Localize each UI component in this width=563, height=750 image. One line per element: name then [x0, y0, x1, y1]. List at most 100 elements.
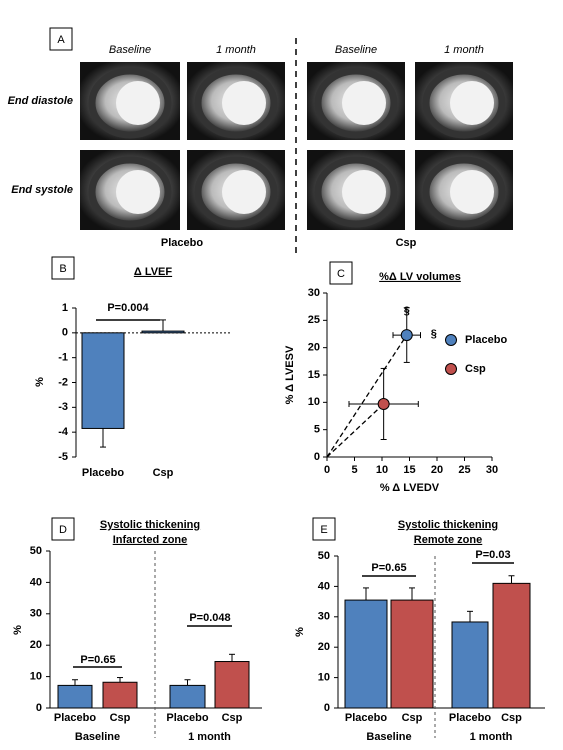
x-tick-label: 5 [351, 464, 357, 476]
panel-label: D [59, 524, 67, 536]
y-tick-label: 0 [324, 702, 330, 714]
x-tick-label: 20 [431, 464, 443, 476]
column-label: 1 month [444, 44, 484, 56]
bar [81, 332, 125, 429]
bar [344, 599, 388, 709]
column-label: 1 month [216, 44, 256, 56]
mri-cavity [116, 170, 160, 214]
mri-ring [422, 67, 506, 139]
chart-title: Δ LVEF [134, 266, 173, 278]
mri-cavity [450, 170, 494, 214]
panel-label: E [320, 524, 327, 536]
y-tick-label: 0 [36, 702, 42, 714]
y-tick-label: 10 [308, 396, 320, 408]
trend-line [326, 403, 385, 458]
p-value: P=0.65 [371, 562, 406, 574]
bar [390, 599, 434, 709]
mri-ring [88, 67, 172, 139]
mri-cavity [222, 170, 266, 214]
y-tick-label: 30 [308, 287, 320, 299]
bar [169, 684, 206, 709]
p-value: P=0.03 [475, 549, 510, 561]
series-label: Placebo [345, 712, 387, 724]
chart-subtitle: Infarcted zone [113, 534, 188, 546]
y-tick-label: 20 [30, 639, 42, 651]
y-tick-label: -1 [58, 352, 68, 364]
y-axis-label: % [34, 377, 46, 387]
x-tick-label: 0 [324, 464, 330, 476]
y-tick-label: 5 [314, 424, 320, 436]
legend-marker [445, 363, 457, 375]
y-tick-label: 25 [308, 314, 320, 326]
legend-label: Csp [465, 363, 486, 375]
trend-line [326, 334, 408, 458]
series-label: Placebo [54, 712, 96, 724]
y-tick-label: -2 [58, 376, 68, 388]
chart-title: Systolic thickening [398, 519, 498, 531]
bar [102, 681, 138, 709]
group-label: Placebo [161, 237, 203, 249]
y-axis-label: % [294, 627, 306, 637]
x-tick-label: 10 [376, 464, 388, 476]
bar [492, 582, 531, 709]
category-label: Baseline [75, 731, 120, 743]
y-tick-label: 20 [318, 641, 330, 653]
mri-ring [314, 156, 398, 228]
y-axis-label: % [12, 625, 24, 635]
y-tick-label: -4 [58, 426, 69, 438]
y-tick-label: -3 [58, 401, 68, 413]
bar [141, 330, 185, 334]
panel-label: C [337, 268, 345, 280]
mri-ring [194, 67, 278, 139]
point [400, 329, 413, 342]
mri-ring [422, 156, 506, 228]
x-axis-label: % Δ LVEDV [380, 482, 440, 494]
panel-label: B [59, 263, 66, 275]
bar [214, 661, 250, 709]
category-label: Placebo [82, 467, 124, 479]
group-label: Csp [396, 237, 417, 249]
point [377, 397, 390, 410]
series-label: Csp [110, 712, 131, 724]
panel-box [51, 256, 75, 280]
column-label: Baseline [335, 44, 377, 56]
panel-label: A [57, 34, 65, 46]
mri-ring [88, 156, 172, 228]
category-label: 1 month [188, 731, 231, 743]
panel-box [49, 27, 73, 51]
mri-cavity [450, 81, 494, 125]
y-tick-label: 10 [30, 671, 42, 683]
annotation: § [431, 328, 437, 340]
panel-box [312, 517, 336, 541]
y-tick-label: 50 [318, 550, 330, 562]
series-label: Placebo [449, 712, 491, 724]
series-label: Csp [222, 712, 243, 724]
y-axis-label: % Δ LVESV [284, 345, 296, 404]
legend-marker [445, 334, 457, 346]
legend-label: Placebo [465, 334, 507, 346]
y-tick-label: 30 [30, 608, 42, 620]
chart-subtitle: Remote zone [414, 534, 482, 546]
y-tick-label: -5 [58, 451, 68, 463]
bar [57, 684, 93, 709]
y-tick-label: 0 [62, 327, 68, 339]
row-label: End systole [11, 184, 73, 196]
x-tick-label: 30 [486, 464, 498, 476]
series-label: Csp [501, 712, 522, 724]
panel-box [329, 261, 353, 285]
y-tick-label: 10 [318, 672, 330, 684]
category-label: 1 month [470, 731, 513, 743]
y-tick-label: 40 [318, 580, 330, 592]
y-tick-label: 1 [62, 302, 68, 314]
category-label: Csp [153, 467, 174, 479]
row-label: End diastole [8, 95, 73, 107]
y-tick-label: 0 [314, 451, 320, 463]
panel-box [51, 517, 75, 541]
x-tick-label: 15 [403, 464, 415, 476]
column-label: Baseline [109, 44, 151, 56]
p-value: P=0.65 [80, 654, 115, 666]
y-tick-label: 30 [318, 611, 330, 623]
series-label: Placebo [166, 712, 208, 724]
